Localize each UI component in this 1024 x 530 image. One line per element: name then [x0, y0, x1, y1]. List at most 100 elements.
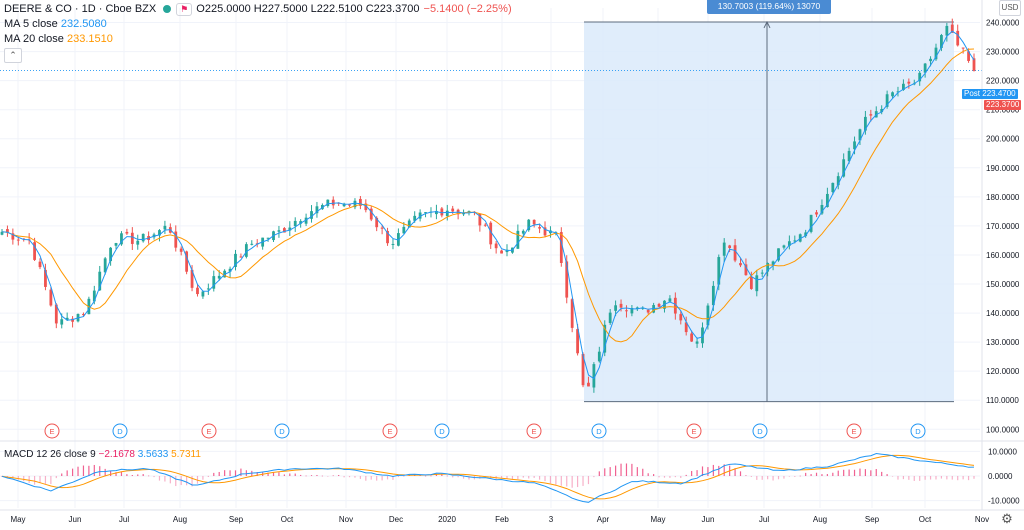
currency-button[interactable]: USD	[999, 0, 1021, 16]
candle-body	[858, 129, 862, 141]
candle-body	[478, 213, 482, 226]
candle-body	[424, 212, 427, 214]
event-marker	[686, 423, 702, 439]
macd-hist-bar	[864, 469, 866, 476]
event-marker	[274, 423, 290, 439]
event-marker-label: E	[531, 427, 536, 436]
macd-hist-bar	[653, 474, 655, 476]
symbol-title[interactable]: DEERE & CO · 1D · Cboe BZX	[4, 3, 157, 15]
market-status-icon	[162, 4, 173, 14]
moving-average-lines	[1, 30, 975, 380]
candle-body	[885, 94, 889, 107]
macd-hist-bar	[234, 470, 237, 476]
macd-hist-bar	[137, 474, 139, 476]
gear-icon[interactable]: ⚙	[1001, 511, 1013, 526]
macd-hist-bar	[278, 472, 280, 476]
candle-body	[288, 227, 292, 231]
macd-hist-bar	[902, 476, 905, 480]
macd-hist-bar	[55, 476, 57, 479]
macd-hist-bar	[859, 468, 861, 476]
post-label: Post	[964, 89, 981, 98]
macd-hist-bar	[691, 470, 693, 476]
macd-hist-bar	[528, 476, 530, 479]
candle-body	[825, 193, 829, 208]
macd-hist-bar	[663, 476, 666, 478]
candle-body	[500, 250, 503, 254]
macd-hist-bar	[642, 468, 644, 476]
candle-body	[234, 253, 237, 267]
candle-body	[92, 290, 96, 302]
candle-body	[364, 203, 368, 211]
macd-hist-bar	[88, 465, 90, 476]
macd-hist-bar	[549, 476, 552, 484]
macd-hist-bar	[973, 476, 975, 479]
macd-hist-bar	[327, 476, 329, 477]
candlestick-series	[0, 18, 976, 393]
candle-body	[98, 271, 102, 291]
macd-hist-bar	[881, 471, 883, 476]
macd-y-tick-label: 0.0000	[988, 472, 1013, 481]
macd-hist-bar	[967, 476, 970, 481]
macd-hist-bar	[441, 474, 443, 476]
event-marker	[201, 423, 217, 439]
macd-y-tick-label: 10.0000	[988, 447, 1017, 456]
ma20-legend[interactable]: MA 20 close 233.1510	[4, 33, 113, 45]
candle-body	[418, 212, 422, 219]
event-marker	[846, 423, 862, 439]
x-tick-label: Nov	[339, 515, 353, 524]
candle-body	[853, 141, 856, 150]
macd-hist-bar	[164, 476, 166, 482]
macd-hist-bar	[452, 476, 454, 478]
macd-hist-bar	[240, 468, 242, 476]
macd-hist-value: −2.1678	[98, 449, 135, 460]
candle-body	[668, 298, 672, 302]
macd-hist-bar	[897, 476, 899, 480]
macd-hist-bar	[500, 476, 503, 478]
macd-hist-bar	[631, 463, 633, 476]
measure-label: 130.7003 (119.64%) 13070	[718, 1, 821, 11]
macd-hist-bar	[332, 475, 334, 477]
y-tick-label: 150.0000	[986, 280, 1020, 289]
candle-body	[576, 329, 579, 354]
candle-body	[489, 222, 493, 245]
macd-hist-bar	[169, 476, 171, 484]
macd-hist-bar	[142, 474, 144, 476]
ma5-legend[interactable]: MA 5 close 232.5080	[4, 18, 107, 30]
macd-hist-bar	[289, 473, 291, 476]
macd-hist-bar	[886, 474, 888, 476]
event-marker-label: D	[757, 427, 763, 436]
macd-legend[interactable]: MACD 12 26 close 9 −2.1678 3.5633 5.7311	[4, 449, 201, 460]
macd-hist-bar	[419, 475, 421, 476]
candle-body	[880, 108, 884, 113]
candle-body	[635, 307, 639, 309]
macd-hist-bar	[805, 472, 807, 476]
macd-hist-bar	[723, 464, 725, 476]
y-tick-label: 240.0000	[986, 19, 1020, 28]
candle-body	[196, 287, 199, 295]
macd-hist-bar	[435, 473, 438, 476]
candle-body	[907, 81, 911, 84]
collapse-legend-button[interactable]: ⌃	[4, 48, 22, 63]
candle-body	[701, 327, 704, 344]
candle-body	[581, 353, 585, 386]
macd-hist-bar	[669, 476, 671, 478]
candle-body	[239, 256, 243, 258]
flag-icon[interactable]: ⚑	[176, 2, 193, 16]
candle-body	[391, 243, 395, 245]
macd-hist-bar	[397, 476, 400, 478]
measure-label-bg	[707, 0, 831, 14]
candle-body	[809, 214, 813, 232]
candle-body	[315, 206, 319, 214]
candle-body	[299, 221, 303, 224]
macd-hist-bar	[115, 472, 117, 476]
macd-hist-bar	[837, 470, 839, 476]
measure-arrow-head	[763, 20, 771, 29]
candle-body	[587, 382, 590, 387]
x-tick-label: Dec	[389, 515, 403, 524]
candle-body	[527, 219, 531, 231]
candle-body	[777, 248, 780, 261]
candle-body	[369, 208, 373, 220]
